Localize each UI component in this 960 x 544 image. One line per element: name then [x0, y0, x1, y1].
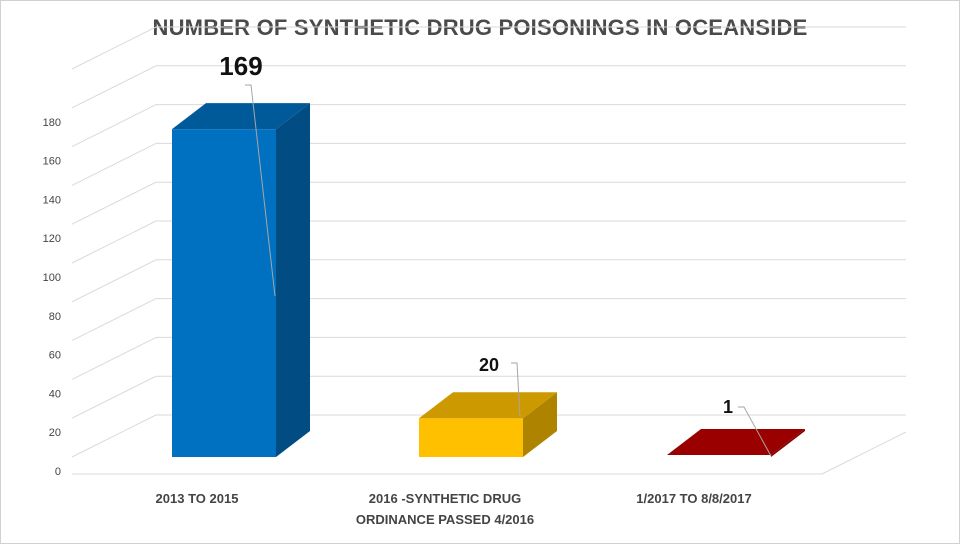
y-tick-label: 180 [43, 117, 61, 129]
bar-top [667, 429, 805, 456]
gridline-side [71, 65, 157, 109]
y-tick-label: 40 [49, 388, 61, 400]
leader-line [511, 362, 521, 418]
y-tick-label: 120 [43, 233, 61, 245]
bar-side [523, 392, 557, 457]
bar-top [419, 392, 557, 419]
leader-line [738, 406, 772, 457]
bar [419, 392, 557, 457]
bar-side [771, 429, 805, 457]
gridline-side [71, 414, 157, 458]
y-tick-label: 80 [49, 311, 61, 323]
gridline-side [71, 220, 157, 264]
bars [172, 103, 805, 457]
y-tick-label: 60 [49, 350, 61, 362]
bar-top [172, 103, 310, 130]
gridline-side [71, 259, 157, 303]
gridline-side [71, 142, 157, 186]
bar-front [172, 129, 276, 457]
bar-side [276, 103, 310, 457]
bar [667, 429, 805, 457]
leader-line [245, 84, 276, 297]
category-label: 2016 -SYNTHETIC DRUG [369, 491, 521, 506]
data-label: 1 [723, 397, 733, 417]
category-labels: 2013 TO 2015 2016 -SYNTHETIC DRUG ORDINANC… [156, 491, 752, 527]
gridline-side [71, 104, 157, 148]
data-labels: 169 20 1 [219, 51, 733, 417]
y-tick-label: 160 [43, 156, 61, 168]
floor-edge [821, 431, 907, 475]
bar [172, 103, 310, 457]
y-tick-label: 140 [43, 194, 61, 206]
leader-lines [245, 84, 772, 457]
data-label: 169 [219, 51, 262, 81]
y-tick-label: 0 [55, 466, 61, 478]
category-label: 2013 TO 2015 [156, 491, 239, 506]
gridline-side [71, 181, 157, 225]
gridline-side [71, 336, 157, 380]
y-axis-ticks: 0 20 40 60 80 100 120 140 160 180 [43, 117, 61, 478]
y-tick-label: 20 [49, 427, 61, 439]
gridline-side [71, 375, 157, 419]
bar-front [419, 418, 523, 457]
category-label: 1/2017 TO 8/8/2017 [636, 491, 751, 506]
data-label: 20 [479, 355, 499, 375]
gridline-side [71, 298, 157, 342]
category-label: ORDINANCE PASSED 4/2016 [356, 512, 534, 527]
gridline-side [71, 26, 157, 70]
y-tick-label: 100 [43, 272, 61, 284]
